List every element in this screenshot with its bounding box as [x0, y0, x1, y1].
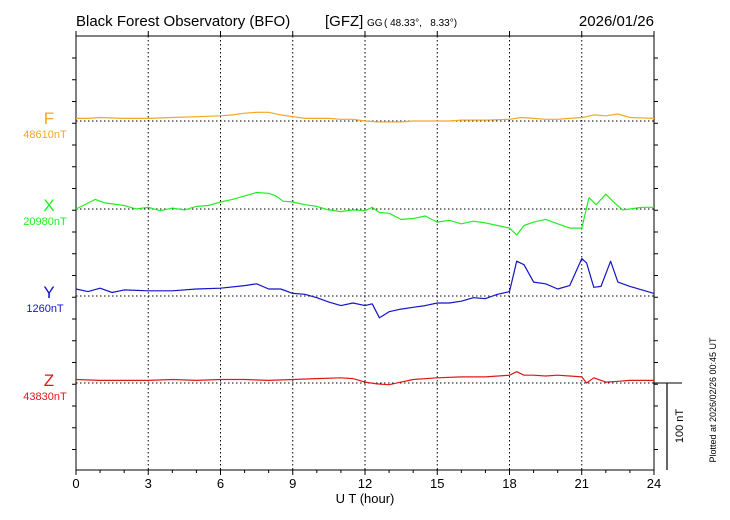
chart-title: Black Forest Observatory (BFO): [76, 13, 290, 30]
y-ticks: [72, 57, 658, 450]
x-tick-label: 18: [502, 476, 516, 491]
series-name-y: Y: [43, 283, 54, 302]
series-line-x: [75, 191, 654, 236]
series-baseline-z: 43830nT: [23, 391, 67, 403]
scale-bar-label: 100 nT: [674, 409, 686, 444]
series-name-x: X: [43, 196, 54, 215]
chart-date: 2026/01/26: [579, 13, 654, 30]
series-name-z: Z: [44, 371, 54, 390]
scale-bar: [654, 382, 682, 470]
series-lines: [75, 111, 655, 386]
x-tick-label: 6: [217, 476, 224, 491]
series-line-f: [76, 111, 655, 123]
series-baseline-x: 20980nT: [23, 216, 67, 228]
coord-system: GG: [367, 18, 383, 29]
x-tick-label: 15: [430, 476, 444, 491]
series-baseline-y: 1260nT: [26, 303, 64, 315]
x-tick-label: 0: [72, 476, 79, 491]
x-ticks: 0 3 6 9 12 15 18 21 24: [72, 31, 661, 491]
series-name-f: F: [44, 109, 54, 128]
series-baseline-f: 48610nT: [23, 129, 67, 141]
series-line-y: [75, 258, 655, 319]
x-tick-label: 9: [289, 476, 296, 491]
x-tick-label: 21: [575, 476, 589, 491]
chart-org: [GFZ]: [325, 13, 363, 30]
coord-values: ( 48.33°, 8.33°): [384, 18, 457, 29]
vertical-grid: [147, 36, 583, 470]
x-tick-label: 3: [145, 476, 152, 491]
x-tick-label: 24: [647, 476, 661, 491]
series-line-z: [75, 371, 654, 386]
x-axis-label: U T (hour): [336, 491, 395, 506]
x-tick-label: 12: [358, 476, 372, 491]
plotted-timestamp: Plotted at 2026/02/26 00:45 UT: [708, 337, 718, 463]
